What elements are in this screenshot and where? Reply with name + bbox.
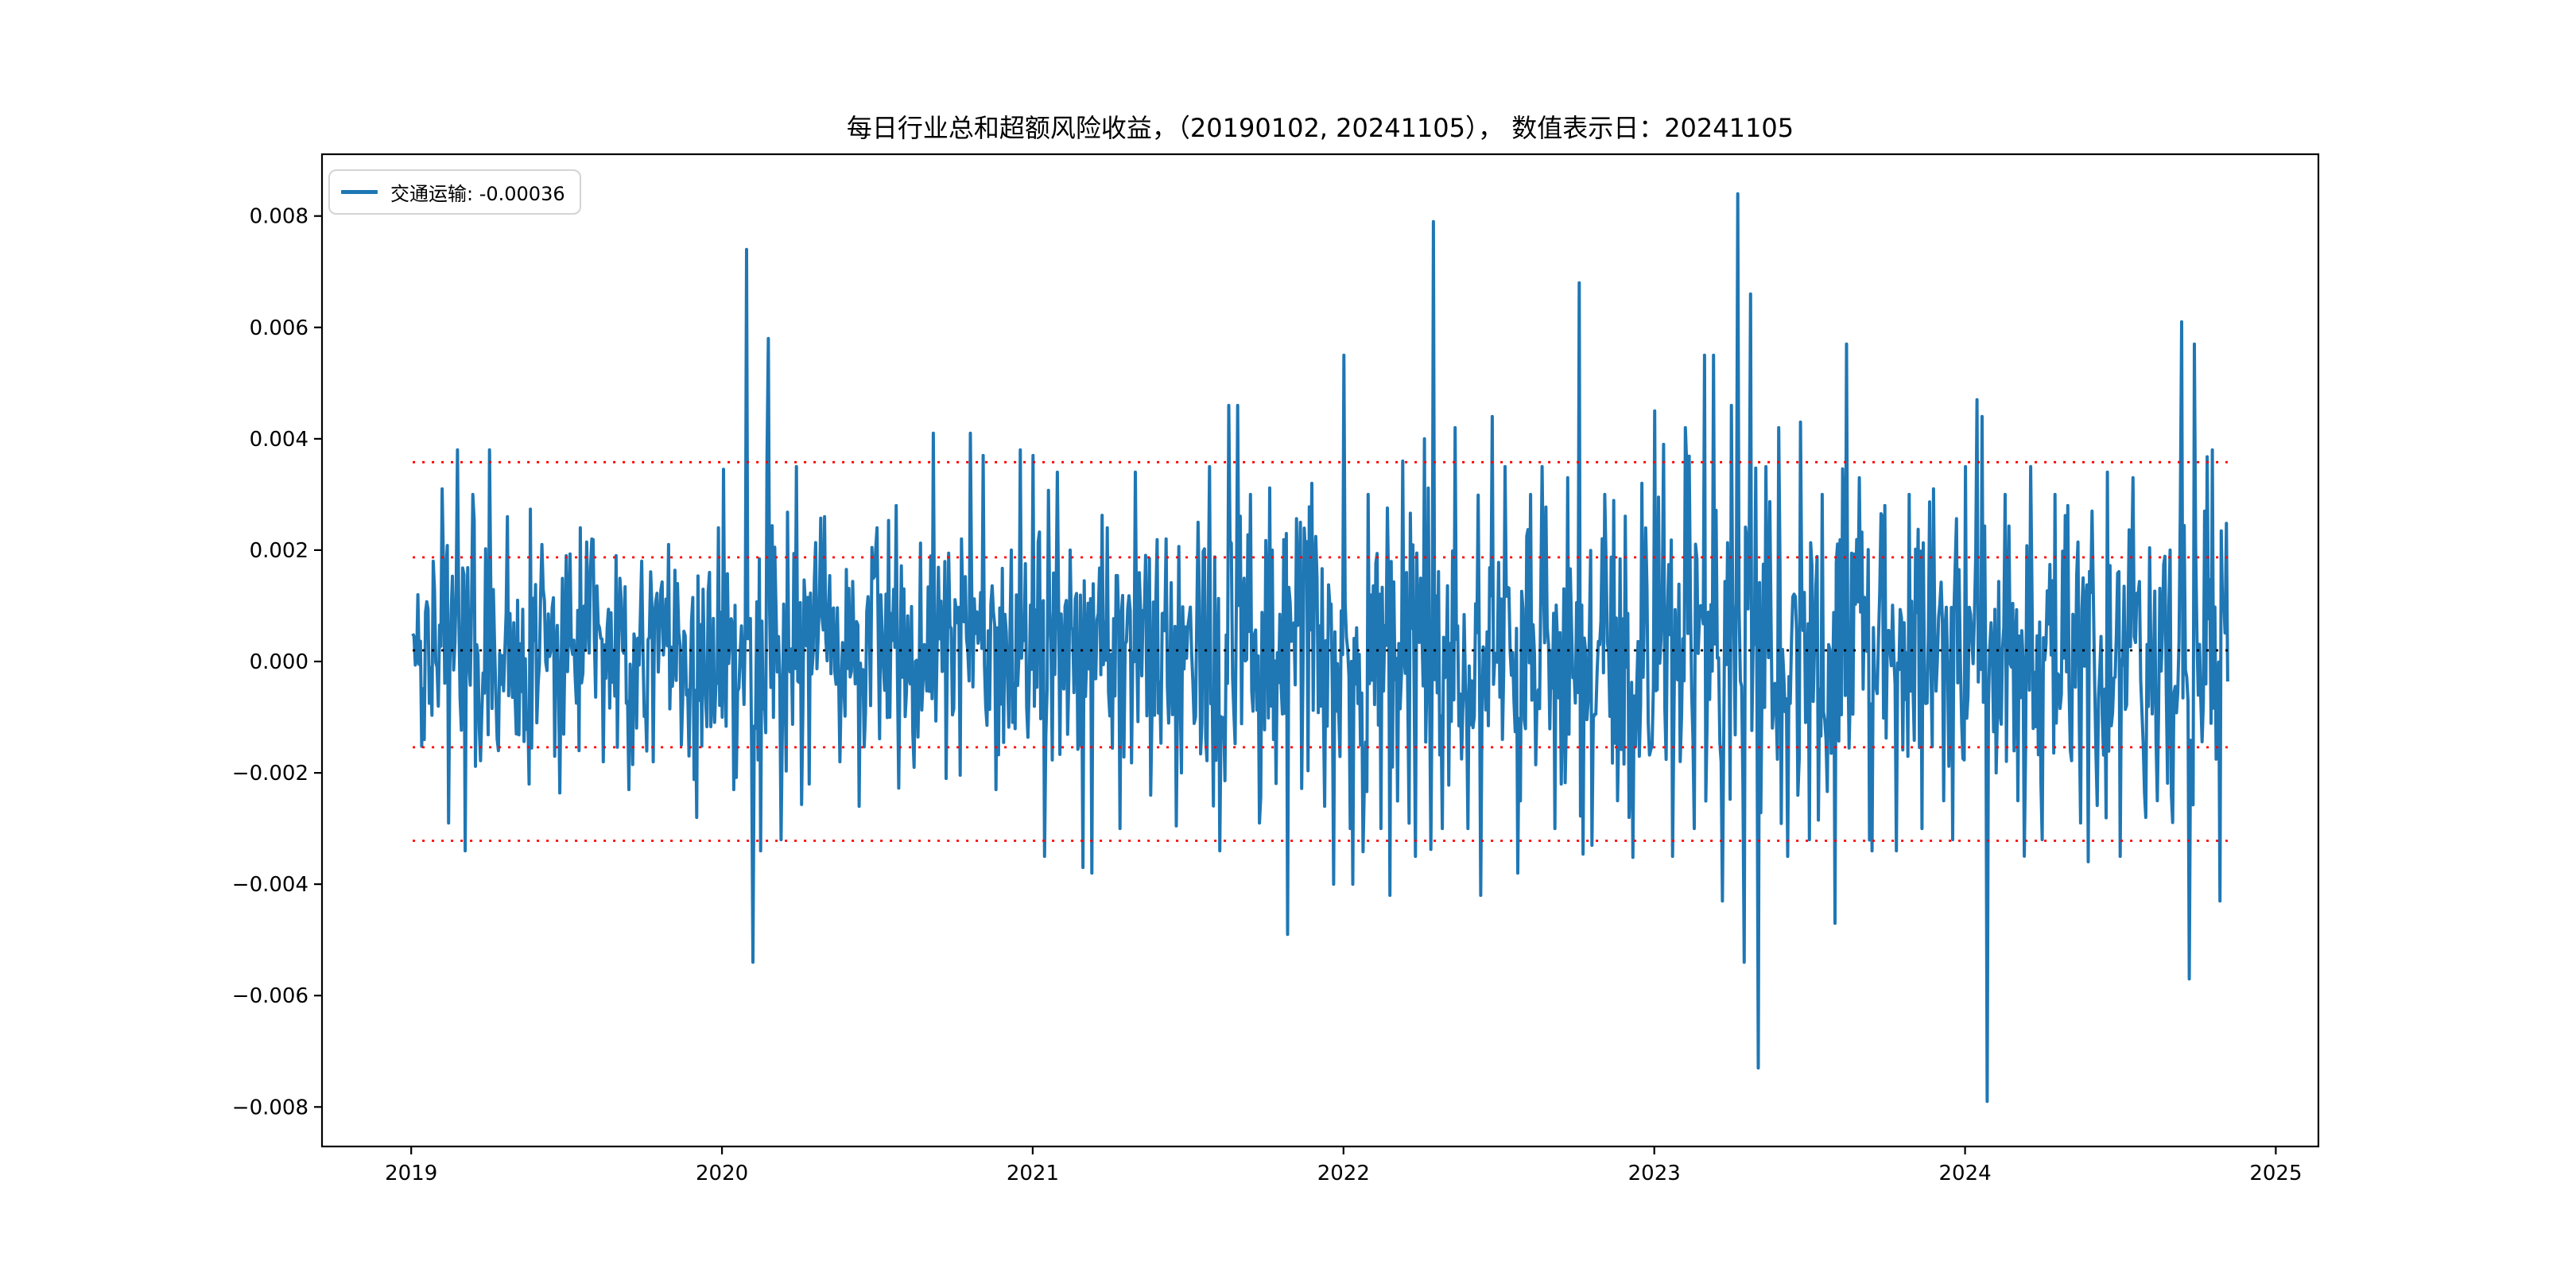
legend-label: 交通运输: -0.00036 [390, 183, 565, 205]
y-tick-label: 0.000 [250, 650, 308, 674]
y-tick-label: −0.004 [232, 873, 308, 897]
y-tick-label: 0.008 [250, 205, 308, 229]
y-tick-label: 0.006 [250, 316, 308, 340]
x-tick-label: 2024 [1939, 1162, 1992, 1185]
x-tick-label: 2022 [1317, 1162, 1370, 1185]
x-tick-label: 2025 [2249, 1162, 2302, 1185]
y-tick-label: −0.002 [232, 762, 308, 786]
y-tick-label: 0.004 [250, 428, 308, 452]
x-tick-label: 2023 [1628, 1162, 1681, 1185]
x-tick-label: 2019 [385, 1162, 437, 1185]
series-line [411, 192, 2229, 1104]
x-tick-label: 2020 [696, 1162, 748, 1185]
chart-title: 每日行业总和超额风险收益，（20190102, 20241105）， 数值表示日… [846, 113, 1794, 143]
y-tick-label: 0.002 [250, 539, 308, 563]
x-tick-label: 2021 [1007, 1162, 1059, 1185]
y-tick-label: −0.008 [232, 1096, 308, 1119]
y-tick-label: −0.006 [232, 984, 308, 1008]
legend-line-swatch [341, 190, 378, 194]
legend: 交通运输: -0.00036 [328, 169, 581, 215]
axes-spines [320, 153, 2320, 1148]
